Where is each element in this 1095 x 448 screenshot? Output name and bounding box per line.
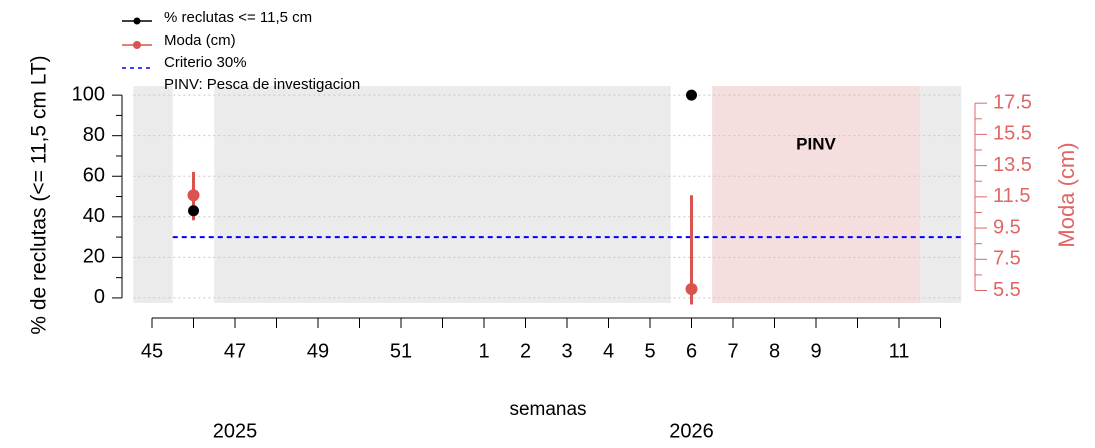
reclutas-point bbox=[686, 89, 697, 101]
x-tick-label: 11 bbox=[889, 340, 910, 362]
y2-tick-label: 5.5 bbox=[993, 279, 1021, 301]
legend-label: Moda (cm) bbox=[164, 32, 236, 49]
x-tick-label: 47 bbox=[224, 340, 246, 362]
x-tick-label: 2 bbox=[520, 340, 531, 362]
y-axis-label: % de reclutas (<= 11,5 cm LT) bbox=[28, 55, 51, 334]
y2-tick-label: 11.5 bbox=[993, 185, 1030, 207]
reclutas-point bbox=[188, 205, 199, 217]
pinv-band bbox=[712, 86, 920, 303]
x-tick-label: 9 bbox=[810, 340, 821, 362]
legend-marker bbox=[133, 17, 141, 25]
x-tick-label: 5 bbox=[644, 340, 655, 362]
y2-tick-label: 17.5 bbox=[993, 91, 1032, 113]
y-tick-label: 20 bbox=[83, 246, 105, 268]
y2-axis-label: Moda (cm) bbox=[1054, 142, 1079, 247]
y2-tick-label: 13.5 bbox=[993, 154, 1032, 176]
y-tick-label: 0 bbox=[94, 286, 105, 308]
legend-label: Criterio 30% bbox=[164, 54, 247, 71]
y-tick-label: 100 bbox=[72, 83, 105, 105]
x-tick-label: 1 bbox=[478, 340, 489, 362]
year-label: 2026 bbox=[669, 420, 714, 442]
x-tick-label: 4 bbox=[603, 340, 614, 362]
legend-label: PINV: Pesca de investigacion bbox=[164, 76, 360, 93]
y2-tick-label: 9.5 bbox=[993, 216, 1021, 238]
y2-tick-label: 7.5 bbox=[993, 248, 1021, 270]
x-tick-label: 6 bbox=[686, 340, 697, 362]
x-tick-label: 8 bbox=[769, 340, 780, 362]
x-tick-label: 3 bbox=[561, 340, 572, 362]
legend-label: % reclutas <= 11,5 cm bbox=[164, 9, 312, 26]
y-tick-label: 80 bbox=[83, 124, 105, 146]
y-tick-label: 60 bbox=[83, 165, 105, 187]
y2-tick-label: 15.5 bbox=[993, 123, 1032, 145]
x-axis-label: semanas bbox=[509, 399, 586, 420]
x-tick-label: 51 bbox=[390, 340, 412, 362]
year-label: 2025 bbox=[213, 420, 258, 442]
x-tick-label: 49 bbox=[307, 340, 329, 362]
legend-marker bbox=[133, 41, 141, 49]
moda-point bbox=[187, 189, 200, 202]
x-tick-label: 7 bbox=[727, 340, 738, 362]
moda-point bbox=[685, 282, 698, 295]
y-tick-label: 40 bbox=[83, 205, 105, 227]
pinv-label: PINV bbox=[796, 134, 836, 153]
x-tick-label: 45 bbox=[141, 340, 163, 362]
